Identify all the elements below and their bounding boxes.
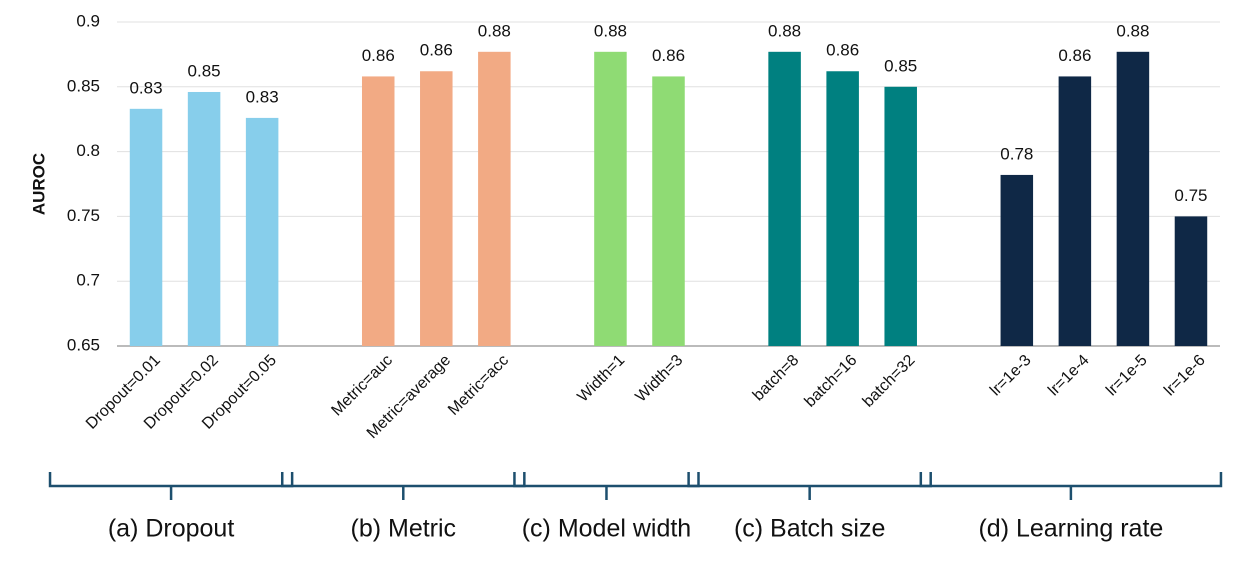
group-label: (a) Dropout [108,515,234,543]
x-tick-label: batch=16 [802,352,861,411]
data-label: 0.88 [768,21,801,40]
bar [187,91,221,346]
data-label: 0.88 [1116,21,1149,40]
data-label: 0.86 [362,46,395,65]
group-brace [48,472,294,500]
bar [245,117,279,347]
bar [652,76,685,346]
group-brace [919,472,1223,500]
data-label: 0.86 [1058,46,1091,65]
data-label: 0.75 [1174,186,1207,205]
data-label: 0.83 [246,87,279,106]
bar [768,51,801,347]
x-tick-label: lr=1e-6 [1161,352,1209,400]
x-tick-label: batch=8 [750,352,803,405]
y-tick-label: 0.85 [67,76,100,95]
bar [1116,51,1150,347]
group-label: (b) Metric [351,515,457,543]
data-label: 0.85 [884,56,917,75]
data-label: 0.83 [129,78,162,97]
bar [129,108,163,346]
bar [1174,216,1208,346]
bar [478,51,511,347]
x-tick-label: lr=1e-5 [1103,352,1151,400]
x-tick-label: Width=1 [574,352,628,406]
data-label: 0.78 [1000,144,1033,163]
x-tick-label: lr=1e-3 [987,352,1035,400]
y-tick-label: 0.75 [67,206,100,225]
group-brace [280,472,526,500]
bar [826,71,859,347]
y-tick-label: 0.8 [76,141,100,160]
x-tick-label: Width=3 [632,352,686,406]
bar [594,51,627,347]
group-brace [687,472,932,500]
y-axis-title: AUROC [29,153,48,215]
data-label: 0.86 [826,41,859,60]
y-tick-label: 0.9 [76,11,100,30]
data-label: 0.88 [478,21,511,40]
group-brace [513,472,700,500]
group-label: (c) Model width [522,515,692,543]
bar [361,76,395,346]
y-tick-label: 0.7 [76,271,100,290]
x-tick-label: Metric=acc [445,352,512,419]
data-label: 0.88 [594,21,627,40]
group-label: (c) Batch size [734,515,885,543]
x-tick-label: lr=1e-4 [1045,352,1093,400]
data-label: 0.86 [652,46,685,65]
data-label: 0.86 [420,41,453,60]
bar [884,86,917,347]
bar [420,71,453,347]
bar [1058,76,1092,346]
data-label: 0.85 [188,61,221,80]
x-tick-label: batch=32 [860,352,919,411]
bar [1000,174,1034,346]
y-tick-label: 0.65 [67,335,100,354]
group-label: (d) Learning rate [978,515,1163,543]
